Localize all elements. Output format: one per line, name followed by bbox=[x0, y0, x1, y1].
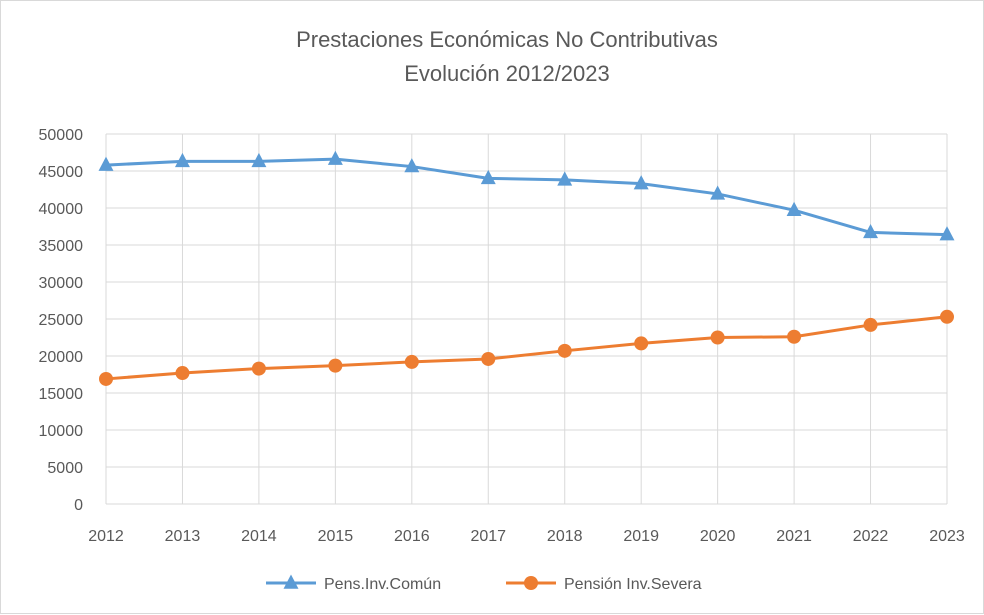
legend-label: Pensión Inv.Severa bbox=[564, 576, 702, 593]
y-tick-label: 50000 bbox=[39, 127, 84, 144]
y-axis-ticks: 0 5000 10000 15000 20000 25000 30000 35000 40000… bbox=[39, 127, 84, 514]
triangle-data-point bbox=[98, 156, 114, 171]
triangle-data-point bbox=[404, 158, 420, 173]
y-tick-label: 25000 bbox=[39, 312, 84, 329]
y-tick-label: 15000 bbox=[39, 386, 84, 403]
x-tick-label: 2016 bbox=[394, 528, 430, 545]
series-1 bbox=[98, 150, 955, 241]
x-tick-label: 2013 bbox=[165, 528, 201, 545]
circle-data-point bbox=[404, 354, 419, 369]
circle-data-point bbox=[940, 309, 954, 324]
y-tick-label: 10000 bbox=[39, 423, 84, 440]
series-2 bbox=[99, 309, 954, 386]
x-tick-label: 2014 bbox=[241, 528, 277, 545]
y-tick-label: 0 bbox=[74, 497, 83, 514]
x-tick-label: 2020 bbox=[700, 528, 736, 545]
x-tick-label: 2018 bbox=[547, 528, 583, 545]
triangle-data-point bbox=[251, 152, 267, 168]
circle-data-point bbox=[175, 366, 190, 381]
y-tick-label: 30000 bbox=[39, 275, 84, 292]
circle-data-point bbox=[787, 329, 802, 344]
series-layer bbox=[98, 150, 955, 386]
legend-item: Pens.Inv.Común bbox=[266, 574, 441, 593]
triangle-data-point bbox=[174, 152, 190, 168]
x-tick-label: 2021 bbox=[776, 528, 812, 545]
chart-title: Prestaciones Económicas No Contributivas bbox=[296, 27, 718, 52]
circle-data-point bbox=[99, 371, 113, 386]
x-tick-label: 2012 bbox=[88, 528, 124, 545]
legend-label: Pens.Inv.Común bbox=[324, 576, 441, 593]
y-tick-label: 20000 bbox=[39, 349, 84, 366]
triangle-data-point bbox=[863, 223, 879, 239]
gridlines bbox=[105, 133, 948, 505]
circle-data-point bbox=[251, 361, 266, 376]
circle-data-point bbox=[634, 336, 649, 351]
x-tick-label: 2019 bbox=[623, 528, 659, 545]
legend-swatch-marker bbox=[524, 576, 538, 590]
x-tick-label: 2023 bbox=[929, 528, 965, 545]
triangle-data-point bbox=[480, 169, 496, 185]
series-line bbox=[105, 157, 948, 237]
x-tick-label: 2015 bbox=[318, 528, 354, 545]
triangle-data-point bbox=[786, 201, 802, 216]
circle-data-point bbox=[863, 317, 878, 332]
x-axis-ticks: 2012 2013 2014 2015 2016 2017 2018 2019 2020 2021… bbox=[88, 528, 965, 545]
y-tick-label: 45000 bbox=[39, 164, 84, 181]
circle-data-point bbox=[557, 343, 572, 358]
y-tick-label: 5000 bbox=[47, 460, 83, 477]
y-tick-label: 35000 bbox=[39, 238, 84, 255]
x-tick-label: 2017 bbox=[470, 528, 506, 545]
triangle-data-point bbox=[327, 150, 343, 165]
circle-data-point bbox=[328, 358, 343, 373]
series-line bbox=[105, 315, 948, 381]
circle-data-point bbox=[481, 351, 496, 366]
triangle-data-point bbox=[633, 175, 649, 190]
triangle-data-point bbox=[939, 226, 955, 241]
triangle-data-point bbox=[710, 185, 726, 200]
circle-data-point bbox=[710, 330, 725, 345]
triangle-data-point bbox=[557, 171, 573, 186]
legend-item: Pensión Inv.Severa bbox=[506, 576, 702, 593]
chart-subtitle: Evolución 2012/2023 bbox=[404, 61, 610, 86]
legend-swatch-marker bbox=[283, 574, 299, 589]
x-tick-label: 2022 bbox=[853, 528, 889, 545]
legend: Pens.Inv.Común Pensión Inv.Severa bbox=[266, 574, 702, 593]
y-tick-label: 40000 bbox=[39, 201, 84, 218]
